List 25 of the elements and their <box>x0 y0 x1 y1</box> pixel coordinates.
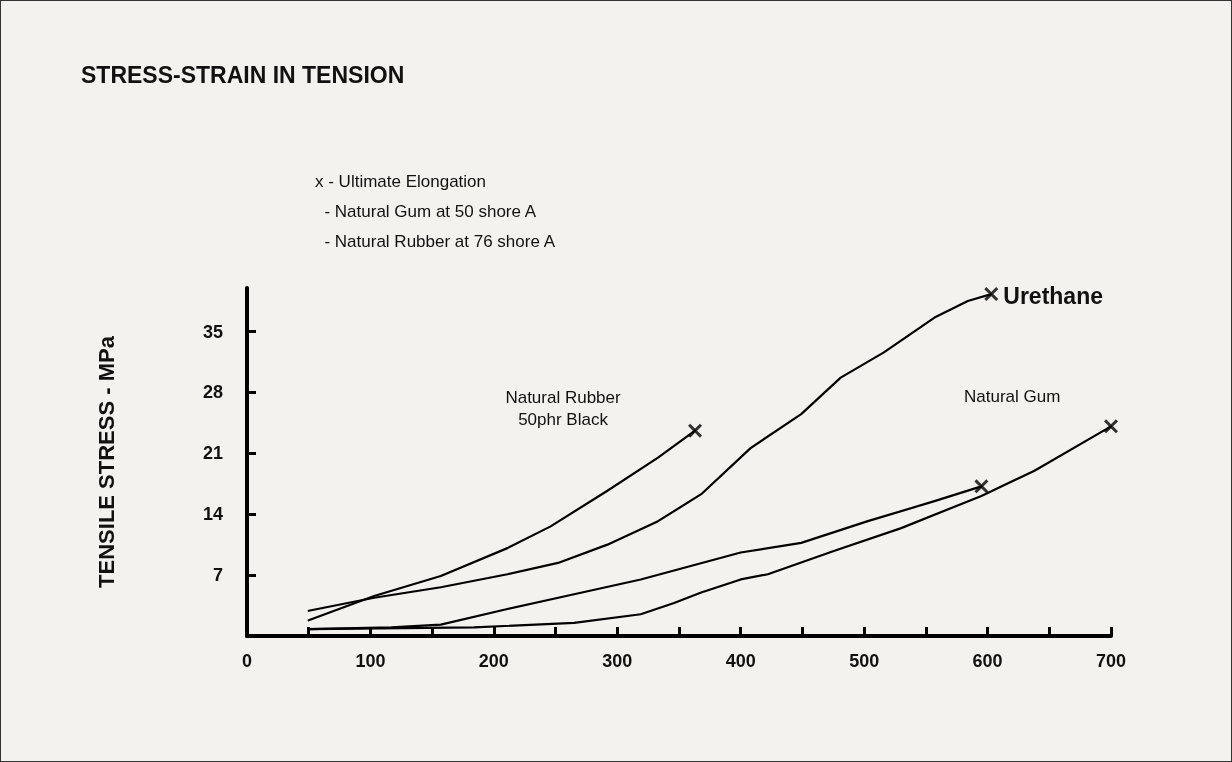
text: Natural Rubber 50phr Black <box>505 388 622 430</box>
point <box>1104 419 1118 434</box>
x-tick-label: 0 <box>241 651 253 671</box>
chart-title: STRESS-STRAIN IN TENSION <box>81 61 405 88</box>
text: - Natural Gum at 50 shore A <box>315 202 537 221</box>
y-tick-label: 21 <box>202 443 223 464</box>
series-label: Urethane <box>1003 283 1103 310</box>
text: Natural Gum <box>964 386 1061 406</box>
point <box>984 287 999 302</box>
x-tick-label: 600 <box>972 651 1003 671</box>
text: x - Ultimate Elongation <box>315 172 487 191</box>
y-tick-label: 28 <box>202 382 223 403</box>
x-tick-label: 500 <box>849 651 880 671</box>
x-tick-label: 300 <box>602 651 633 671</box>
x-tick-label: 700 <box>1095 651 1127 671</box>
point <box>974 479 989 494</box>
x-tick-label: 100 <box>355 651 386 671</box>
x-tick-label: 200 <box>478 651 509 671</box>
y-tick-label: 35 <box>202 321 223 342</box>
point <box>688 423 703 438</box>
x-tick-label: 400 <box>725 651 756 671</box>
y-axis-title: TENSILE STRESS - MPa <box>93 335 119 588</box>
y-tick-label: 7 <box>212 565 223 586</box>
text: - Natural Rubber at 76 shore A <box>315 232 556 251</box>
y-tick-label: 14 <box>202 504 223 525</box>
